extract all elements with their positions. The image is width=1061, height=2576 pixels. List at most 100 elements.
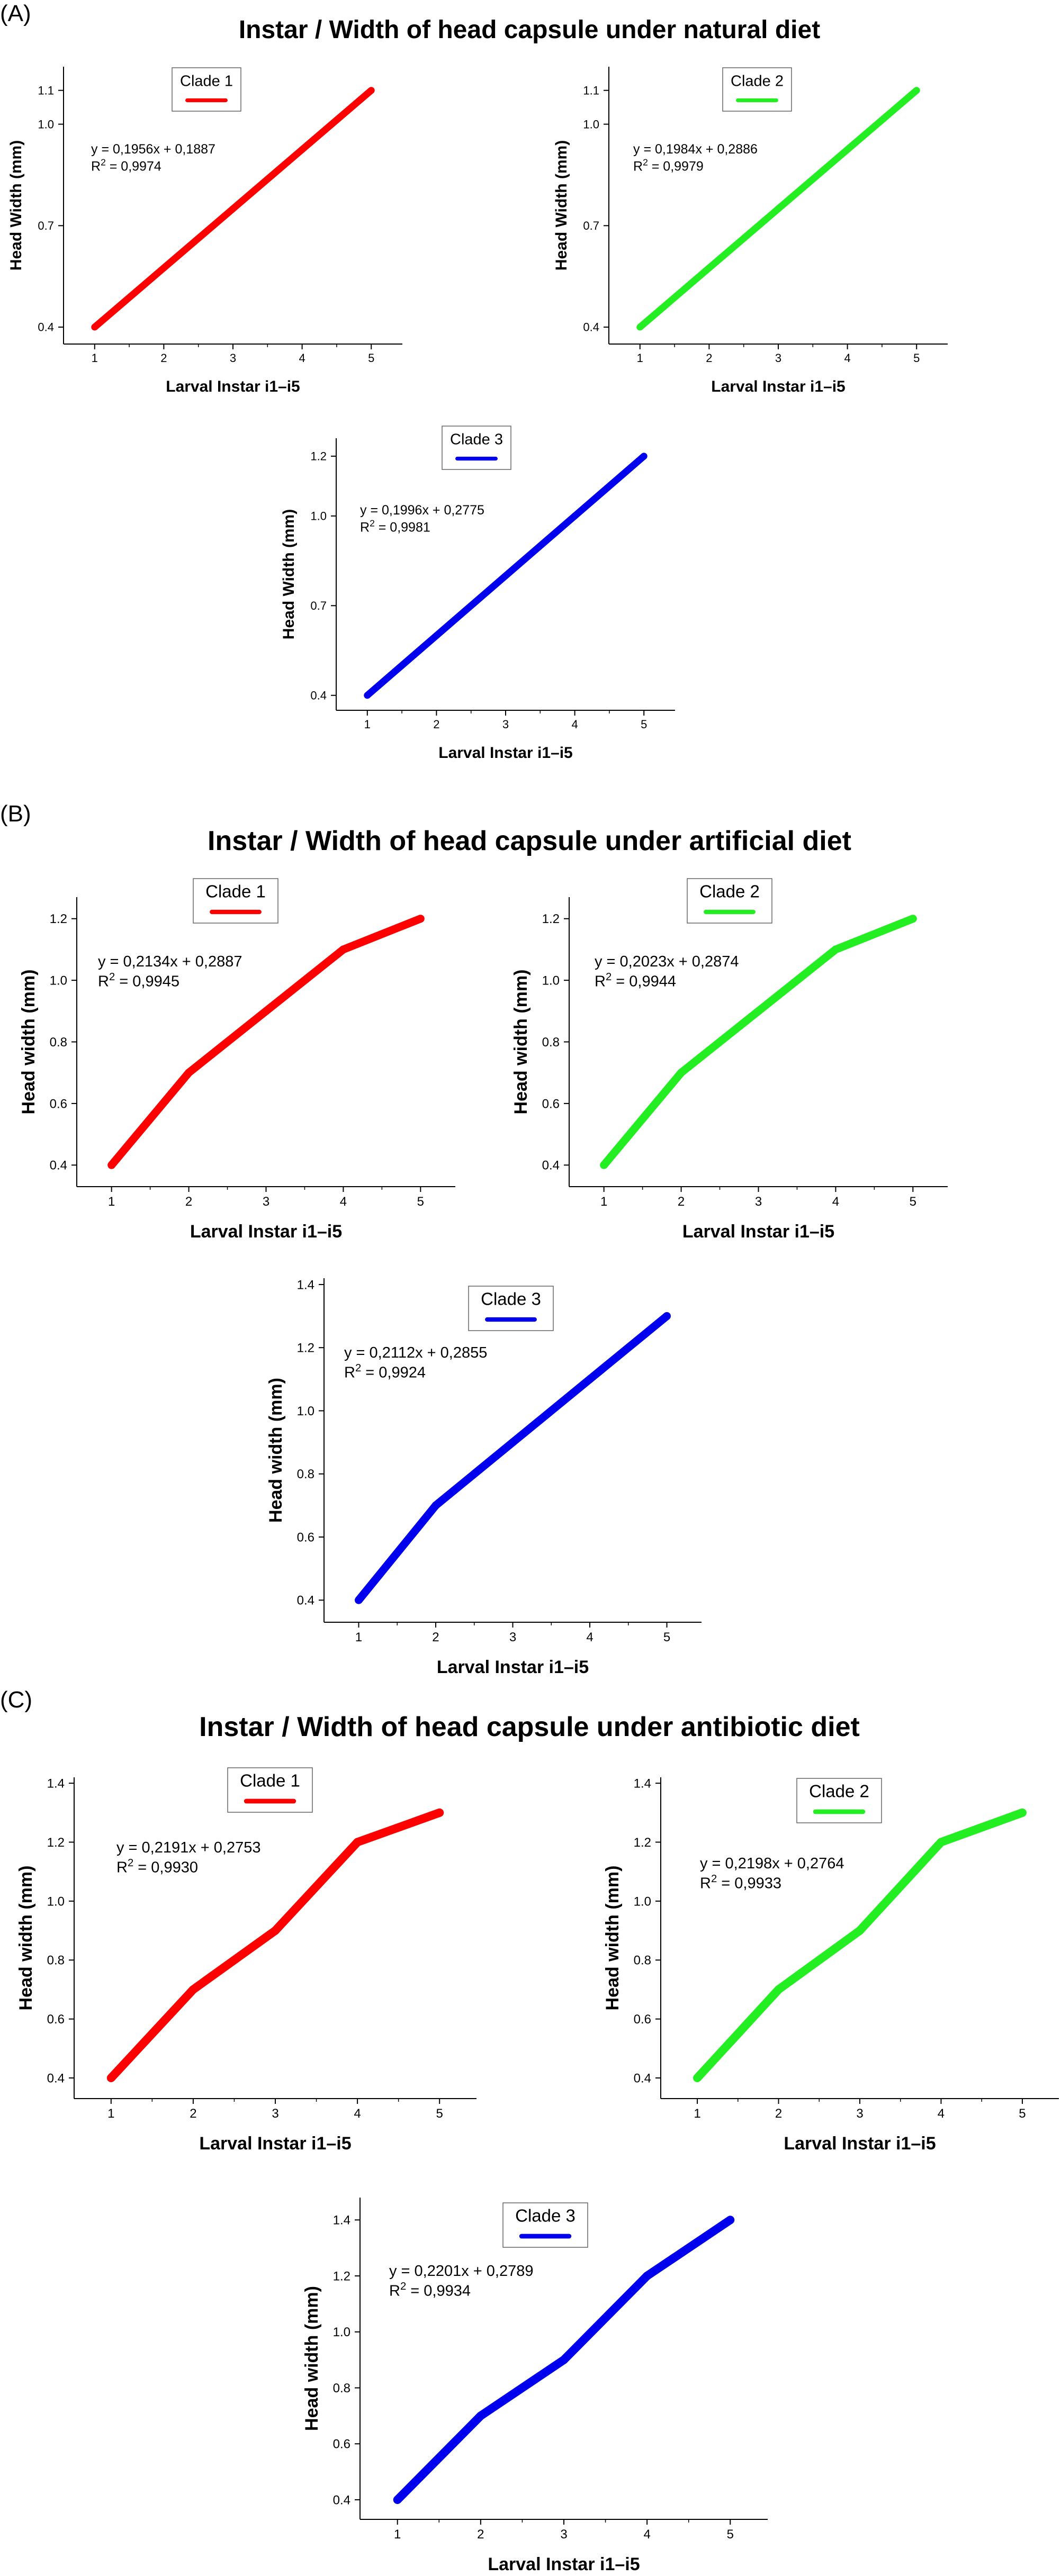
regression-equation: y = 0,2191x + 0,2753 [116,1839,261,1856]
x-tick-label: 4 [643,2527,650,2542]
y-tick-label: 0.4 [634,2071,651,2085]
r-squared: R2 = 0,9924 [344,1362,426,1381]
x-tick-label: 2 [433,718,439,731]
chart-2-1: 1 2 3 4 5 0.4 0.6 0.8 1.0 1.2 1.4 Larval Instar i1–… [603,1777,1059,2154]
data-point [560,2355,568,2364]
x-tick-label: 2 [706,351,712,365]
x-tick-label: 2 [432,1630,439,1644]
data-point [431,1501,440,1510]
y-axis-label: Head Width (mm) [280,509,298,639]
data-point [640,453,648,460]
legend: Clade 1 [227,1767,313,1813]
y-tick-label: 1.2 [333,2269,350,2283]
legend-frame [193,878,278,924]
r-squared-symbol: R [91,159,101,174]
r-squared-symbol: R [700,1875,711,1892]
chart-0-1: 1 2 3 4 5 0.4 0.7 1.0 1.1 Larval Instar i1–i5 Head… [553,67,948,395]
x-tick-label: 2 [775,2107,782,2121]
x-tick-label: 2 [160,351,167,365]
regression-equation: y = 0,2112x + 0,2855 [344,1344,487,1361]
y-tick-label: 1.4 [634,1777,651,1791]
data-point [353,1838,362,1847]
y-tick-label: 0.4 [333,2493,350,2507]
legend-label: Clade 2 [809,1781,869,1801]
r-squared: R2 = 0,9934 [389,2281,471,2300]
data-point [677,1069,686,1077]
legend: Clade 3 [502,2202,588,2248]
x-tick-label: 4 [340,1195,347,1209]
y-tick-label: 1.2 [50,912,67,926]
x-axis-label: Larval Instar i1–i5 [438,744,572,762]
x-tick-label: 1 [637,351,643,365]
y-tick-label: 1.4 [47,1777,65,1791]
series-line [694,1809,1024,2081]
x-tick-label: 4 [586,1630,593,1644]
r-squared-symbol: R [389,2283,400,2300]
x-tick-label: 1 [107,2107,114,2121]
chart-0-0: 1 2 3 4 5 0.4 0.7 1.0 1.1 Larval Instar i1–i5 Head… [7,67,402,395]
r-squared-exponent: 2 [400,2281,406,2292]
panel-b-label: (B) [0,801,31,827]
x-tick-label: 3 [560,2527,567,2542]
r-squared-value: = 0,9930 [133,1859,198,1876]
r-squared: R2 = 0,9933 [700,1873,781,1892]
r-squared-symbol: R [98,973,109,990]
data-point [107,1161,116,1169]
x-tick-label: 5 [913,351,920,365]
y-tick-label: 0.4 [38,321,54,334]
r-squared-exponent: 2 [370,518,375,529]
data-point [586,1375,594,1384]
legend-label: Clade 1 [180,73,233,89]
legend-label: Clade 1 [240,1770,300,1790]
r-squared-value: = 0,9933 [717,1875,781,1892]
x-tick-label: 4 [938,2107,945,2121]
legend-label: Clade 3 [515,2206,576,2225]
legend-frame [722,67,792,112]
data-point [416,915,425,923]
y-tick-label: 1.4 [297,1278,314,1292]
data-point [913,87,920,94]
r-squared-value: = 0,9945 [115,973,179,990]
legend-frame [796,1778,882,1823]
regression-equation: y = 0,2023x + 0,2874 [595,953,739,970]
y-tick-label: 1.2 [634,1836,651,1850]
y-tick-label: 1.0 [38,117,54,131]
y-tick-label: 1.0 [542,974,560,988]
legend: Clade 2 [796,1778,882,1823]
data-point [600,1161,608,1169]
x-axis-label: Larval Instar i1–i5 [190,1222,342,1242]
data-point [856,1926,864,1935]
y-tick-label: 1.1 [38,84,54,97]
y-tick-label: 0.6 [333,2437,350,2452]
regression-equation: y = 0,1984x + 0,2886 [633,142,758,157]
y-tick-label: 0.6 [47,2012,65,2027]
y-tick-label: 1.0 [50,974,67,988]
panel-a-label: (A) [0,1,31,26]
legend-frame [227,1767,313,1813]
data-point [1018,1808,1027,1817]
y-axis-label: Head width (mm) [302,2286,322,2431]
regression-equation: y = 0,1996x + 0,2775 [360,503,484,518]
x-tick-label: 2 [477,2527,484,2542]
chart-2-0: 1 2 3 4 5 0.4 0.6 0.8 1.0 1.2 1.4 Larval Instar i1–… [16,1767,476,2154]
x-tick-label: 3 [509,1630,516,1644]
data-point [693,2074,702,2083]
y-tick-label: 0.4 [47,2071,65,2085]
data-point [726,2216,735,2225]
legend-label: Clade 3 [450,431,503,448]
r-squared-symbol: R [116,1859,128,1876]
data-point [774,1985,783,1994]
x-tick-label: 4 [354,2107,361,2121]
data-point [831,945,840,954]
x-tick-label: 1 [108,1195,115,1209]
y-tick-label: 0.8 [634,1954,651,1968]
legend: Clade 3 [442,426,511,470]
legend: Clade 2 [687,878,772,924]
data-point [106,2074,115,2083]
x-tick-label: 5 [910,1195,916,1209]
y-tick-label: 1.4 [333,2213,350,2228]
legend: Clade 1 [172,67,241,112]
chart-1-1: 1 2 3 4 5 0.4 0.6 0.8 1.0 1.2 Larval Instar i1–i5 H… [511,878,948,1242]
y-tick-label: 1.2 [310,450,327,463]
